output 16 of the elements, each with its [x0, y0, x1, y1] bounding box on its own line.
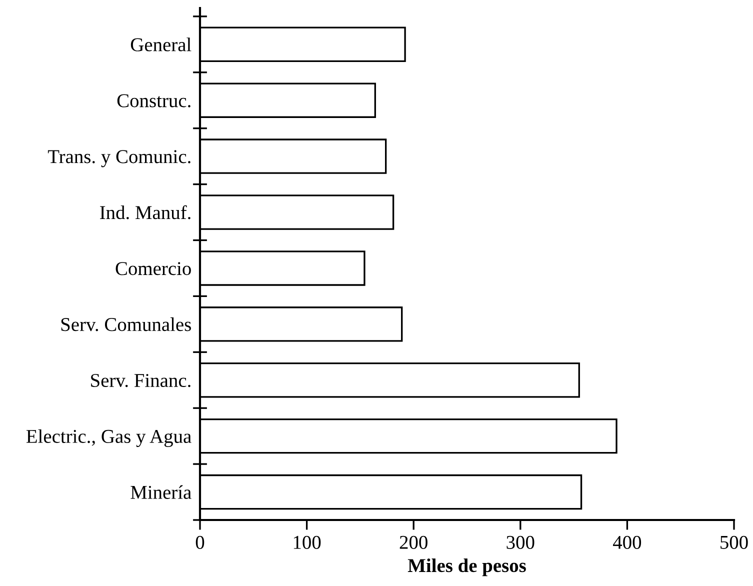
- y-tick-label: Minería: [130, 485, 192, 499]
- x-tick-label: 400: [612, 536, 642, 549]
- y-tick-label: Comercio: [116, 262, 191, 276]
- x-tick-label: 500: [720, 536, 748, 549]
- y-tick-label: Ind. Manuf.: [100, 205, 190, 220]
- y-tick-label: Trans. y Comunic.: [48, 150, 190, 168]
- x-tick-label: 0: [196, 536, 204, 549]
- x-axis-title: Miles de pesos: [408, 558, 526, 576]
- y-tick-label: Serv. Financ.: [91, 374, 190, 388]
- y-tick-label: General: [130, 38, 192, 52]
- y-tick-label: Electric., Gas y Agua: [26, 429, 192, 448]
- x-tick-label: 200: [400, 536, 428, 549]
- x-tick-label: 300: [506, 536, 534, 549]
- y-tick-label: Serv. Comunales: [61, 317, 191, 332]
- y-tick-label: Construc.: [117, 94, 190, 108]
- x-tick-label: 100: [294, 536, 321, 549]
